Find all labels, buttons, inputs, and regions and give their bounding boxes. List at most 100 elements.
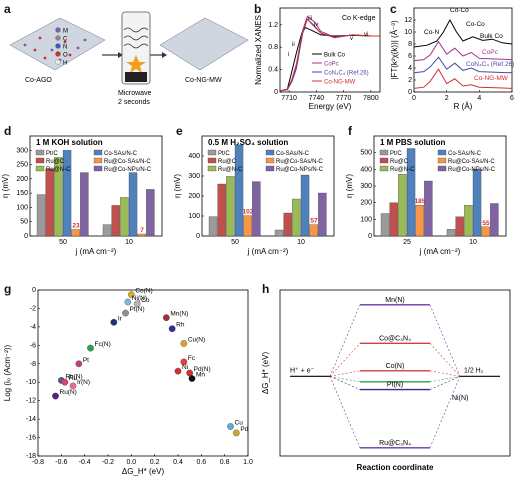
y-axis-title: η (mV) [345, 174, 354, 198]
bar-data-label: 55 [482, 220, 490, 227]
x-axis-title: Reaction coordinate [357, 463, 434, 472]
chart-b: 7710 7740 7770 7800 0 0.4 0.8 1.2 Energy (eV) Nor… [254, 7, 381, 111]
x-tick-label: 0 [412, 95, 416, 102]
atom-dot [33, 48, 37, 52]
bar-ru-co-nps-n-c [146, 189, 155, 237]
scatter-label: Pt [83, 357, 89, 364]
scatter-point [180, 358, 188, 366]
peak-label: i [288, 52, 289, 58]
bar-ru-n-c [226, 176, 235, 237]
level-connector [429, 343, 461, 377]
x-tick-label: 10 [297, 239, 305, 246]
scatter-point [52, 392, 59, 400]
y-tick-label: 100 [188, 213, 200, 220]
y-tick-label: 10 [404, 29, 412, 36]
bar-pt-c [102, 224, 112, 237]
bar-data-label: 7 [140, 227, 144, 234]
level-label: Ru@C₃N₄ [379, 440, 411, 447]
y-tick-label: 50 [20, 219, 28, 226]
legend-label-c: C [63, 37, 68, 43]
panel-label-a: a [4, 2, 11, 16]
y-tick-label: 0 [196, 233, 200, 240]
peak-label: vi [364, 32, 368, 38]
legend-swatch [207, 149, 217, 156]
scatter-point [227, 423, 234, 430]
x-tick-label: 6 [510, 95, 514, 102]
legend-label: Ru@C [46, 159, 65, 165]
y-tick-label: 0 [368, 233, 372, 240]
scatter-label: Ir(N) [77, 379, 90, 386]
x-axis-title: j (mA cm⁻²) [419, 247, 461, 256]
chart-h: H⁺ + e⁻ 1/2 H₂ Mn(N) Co@C₃N₄ Co(N) Ni(N) Pt(N)… [261, 289, 511, 472]
legend-dot-c [55, 35, 61, 41]
peak-label: iv [314, 22, 318, 28]
legend-label: Ru@N-C [46, 167, 71, 173]
caption-co-ago: Co-AGO [25, 77, 52, 84]
atom-dot [68, 53, 72, 57]
legend-label: Ru@Co-NPs/N-C [448, 167, 496, 173]
legend-label: Ru@N-C [390, 167, 415, 173]
scatter-point [133, 300, 141, 308]
y-tick-label: -4 [30, 324, 36, 331]
scatter-label: Cu(N) [188, 336, 205, 343]
y-tick-label: 100 [16, 204, 28, 211]
legend-dot-o [55, 51, 61, 57]
y-tick-label: 150 [16, 190, 28, 197]
y-tick-label: 0.4 [268, 67, 278, 74]
bar-ru-co-nps-n-c [490, 203, 499, 237]
scatter-label: Fc [188, 355, 196, 362]
scatter-label: Pd [240, 426, 248, 433]
level-connector [429, 376, 461, 390]
bar-pt-c [208, 216, 218, 237]
panel-label-g: g [4, 282, 12, 296]
y-tick-label: 0.8 [268, 44, 278, 51]
bar-ru-c [217, 183, 226, 237]
y-tick-label: 0 [274, 89, 278, 96]
atom-dot [83, 38, 87, 42]
legend-label: Ru@Co-SAs/N-C [276, 159, 323, 165]
atom-dot [23, 43, 27, 47]
y-tick-label: 0 [24, 233, 28, 240]
legend-label: Ru@Co-SAs/N-C [104, 159, 151, 165]
panel-label-c: c [390, 2, 397, 16]
panel-e: e 0 100 200 300 400 102 50 57 10 j (mA cm⁻²) η (mV… [172, 122, 344, 272]
x-axis-title: j (mA cm⁻²) [247, 247, 289, 256]
legend-label: Co-SAs/N-C [276, 151, 310, 157]
x-tick-label: 50 [231, 239, 239, 246]
x-tick-label: 50 [59, 239, 67, 246]
legend-label: Pt/C [218, 151, 230, 157]
bar-ru-c [111, 205, 120, 237]
x-axis-title: ΔG_H* (eV) [122, 467, 165, 476]
annotation-label: Bulk Co [480, 33, 503, 40]
bar-ru-co-sas-n-c [481, 226, 490, 237]
x-tick-label: 0.2 [150, 459, 160, 466]
level-connector [329, 304, 361, 377]
scatter-label: Pt(N) [130, 306, 145, 313]
level-connector [429, 304, 461, 377]
bar-ru-co-nps-n-c [424, 180, 433, 237]
y-tick-label: 400 [360, 166, 372, 173]
scatter-point [87, 344, 94, 352]
scatter-label: Rh [176, 322, 185, 329]
scatter-label: Cu [235, 419, 244, 426]
x-tick-label: 0.8 [220, 459, 230, 466]
legend-swatch [379, 149, 389, 156]
bar-ru-co-sas-n-c [415, 205, 424, 237]
plot-frame [29, 135, 163, 237]
x-tick-label: -0.6 [55, 459, 67, 466]
legend-swatch [35, 149, 45, 156]
bar-ru-n-c [54, 157, 63, 237]
caption-seconds: 2 seconds [118, 99, 150, 106]
chart-f: 0 100 200 300 400 500 185 25 55 10 j (mA cm⁻²) η (m… [345, 135, 507, 256]
legend-swatch [265, 149, 275, 156]
y-tick-label: 400 [188, 153, 200, 160]
bar-ru-c [283, 212, 292, 237]
bar-ru-co-sas-n-c [243, 215, 252, 237]
series-line-copc [413, 40, 513, 62]
scatter-label: Co(N) [135, 288, 152, 295]
legend-label: Ru@C [218, 159, 237, 165]
legend-label-n: N [63, 45, 67, 51]
y-tick-label: -10 [26, 379, 36, 386]
